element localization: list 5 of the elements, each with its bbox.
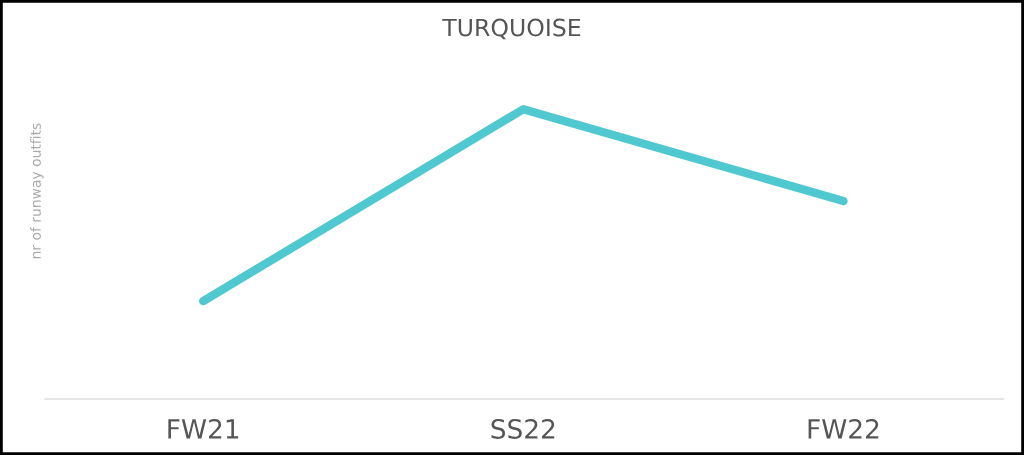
y-axis-title: nr of runway outfits — [30, 123, 44, 259]
x-tick-label: FW21 — [168, 418, 239, 439]
x-tick-label: SS22 — [491, 418, 555, 439]
chart-title: TURQUOISE — [442, 18, 581, 40]
x-tick-label: FW22 — [808, 418, 879, 439]
